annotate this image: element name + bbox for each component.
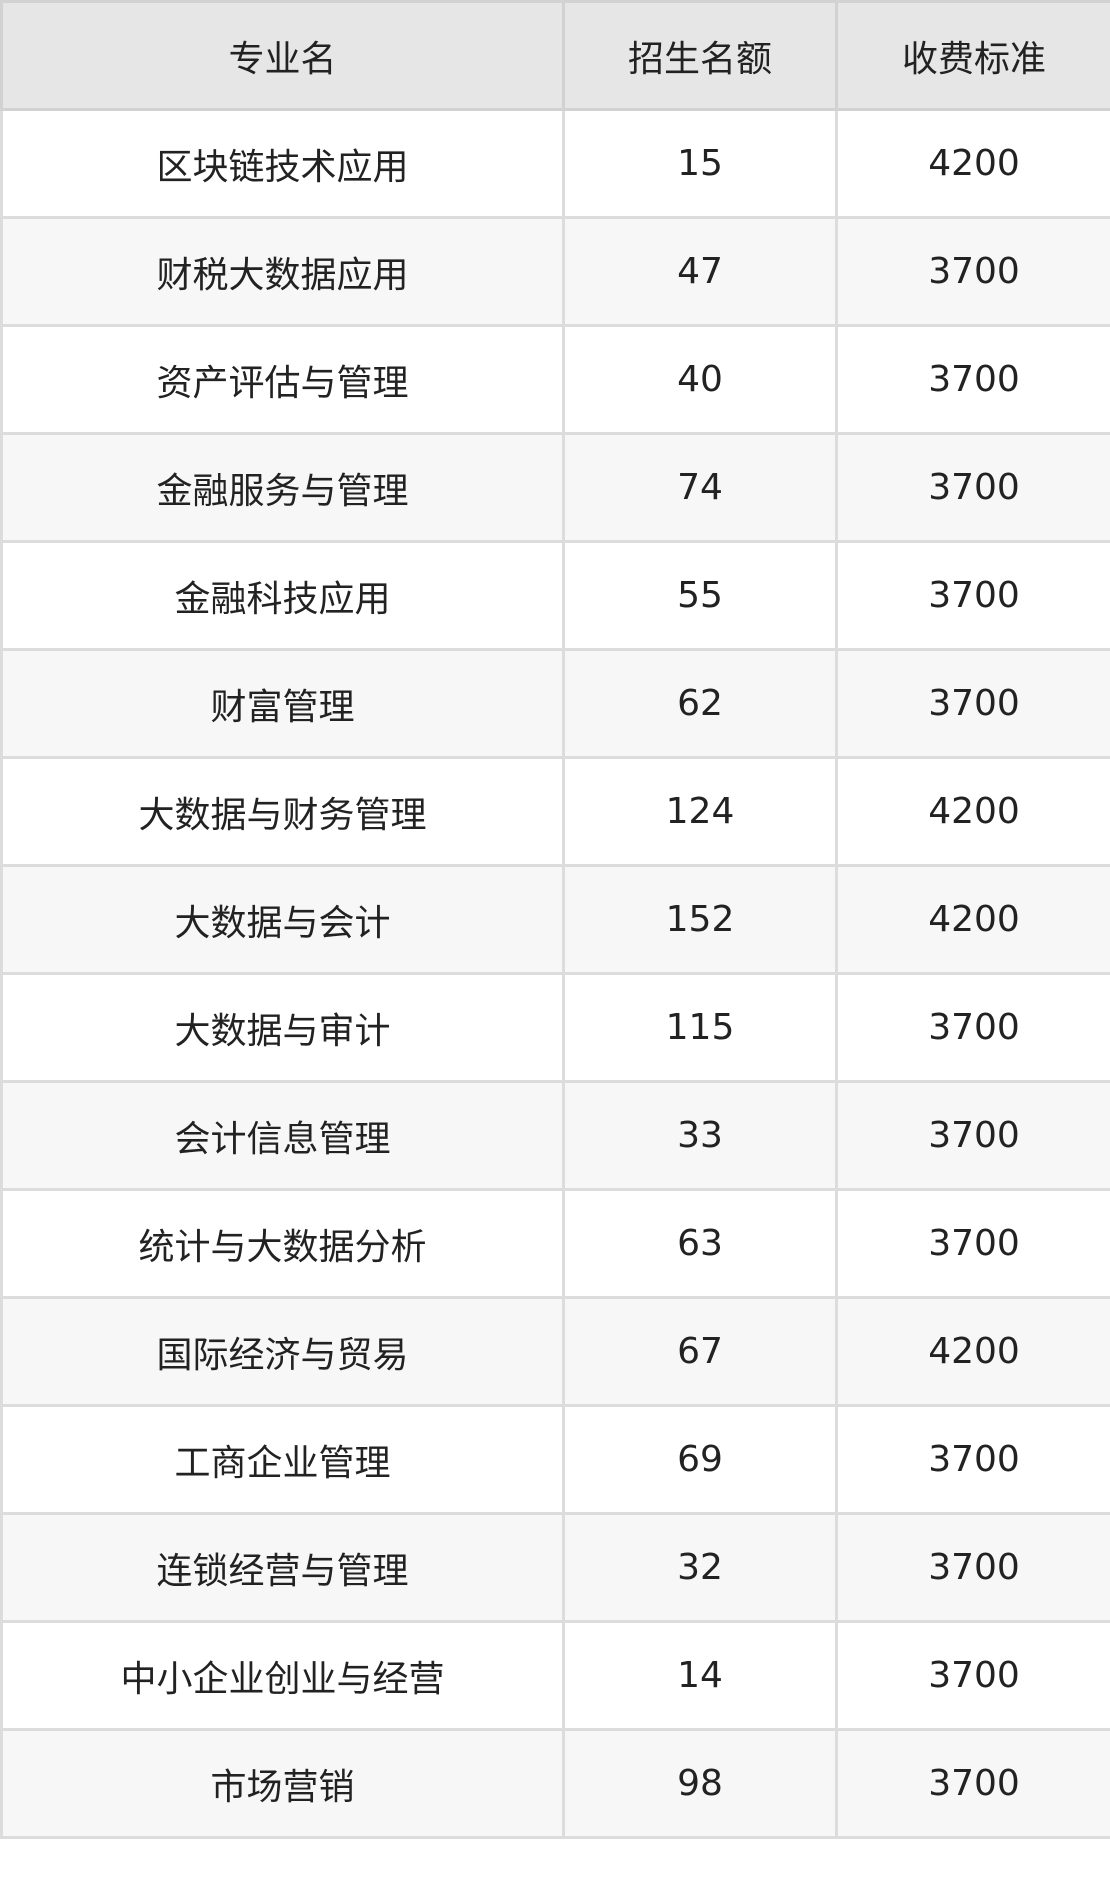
enrollment-quota-cell: 63 <box>562 1188 838 1299</box>
major-name-cell: 资产评估与管理 <box>0 324 565 435</box>
tuition-fee-cell: 3700 <box>835 540 1110 651</box>
major-name-cell: 财税大数据应用 <box>0 216 565 327</box>
table-row: 金融科技应用 55 3700 <box>0 540 1110 651</box>
tuition-fee-cell: 3700 <box>835 1080 1110 1191</box>
tuition-fee-cell: 3700 <box>835 972 1110 1083</box>
enrollment-quota-cell: 98 <box>562 1728 838 1839</box>
table-row: 统计与大数据分析 63 3700 <box>0 1188 1110 1299</box>
header-row: 专业名 招生名额 收费标准 <box>0 0 1110 111</box>
major-name-cell: 中小企业创业与经营 <box>0 1620 565 1731</box>
tuition-fee-cell: 3700 <box>835 1620 1110 1731</box>
table-row: 会计信息管理 33 3700 <box>0 1080 1110 1191</box>
majors-table: 专业名 招生名额 收费标准 区块链技术应用 15 4200 财税大数据应用 47 3700… <box>0 0 1110 1839</box>
tuition-fee-cell: 4200 <box>835 1296 1110 1407</box>
enrollment-quota-cell: 14 <box>562 1620 838 1731</box>
tuition-fee-cell: 3700 <box>835 1728 1110 1839</box>
major-name-cell: 区块链技术应用 <box>0 108 565 219</box>
major-name-cell: 金融科技应用 <box>0 540 565 651</box>
enrollment-quota-cell: 69 <box>562 1404 838 1515</box>
major-name-cell: 统计与大数据分析 <box>0 1188 565 1299</box>
major-name-cell: 市场营销 <box>0 1728 565 1839</box>
header-enrollment-quota: 招生名额 <box>562 0 838 111</box>
table-row: 大数据与财务管理 124 4200 <box>0 756 1110 867</box>
tuition-fee-cell: 3700 <box>835 648 1110 759</box>
major-name-cell: 大数据与会计 <box>0 864 565 975</box>
enrollment-quota-cell: 62 <box>562 648 838 759</box>
table-row: 工商企业管理 69 3700 <box>0 1404 1110 1515</box>
enrollment-quota-cell: 67 <box>562 1296 838 1407</box>
major-name-cell: 会计信息管理 <box>0 1080 565 1191</box>
major-name-cell: 连锁经营与管理 <box>0 1512 565 1623</box>
enrollment-quota-cell: 15 <box>562 108 838 219</box>
tuition-fee-cell: 3700 <box>835 1512 1110 1623</box>
major-name-cell: 国际经济与贸易 <box>0 1296 565 1407</box>
header-tuition-fee: 收费标准 <box>835 0 1110 111</box>
major-name-cell: 大数据与财务管理 <box>0 756 565 867</box>
table-row: 金融服务与管理 74 3700 <box>0 432 1110 543</box>
tuition-fee-cell: 4200 <box>835 864 1110 975</box>
table-row: 财富管理 62 3700 <box>0 648 1110 759</box>
enrollment-quota-cell: 74 <box>562 432 838 543</box>
tuition-fee-cell: 4200 <box>835 756 1110 867</box>
table-row: 市场营销 98 3700 <box>0 1728 1110 1839</box>
enrollment-quota-cell: 152 <box>562 864 838 975</box>
enrollment-quota-cell: 55 <box>562 540 838 651</box>
tuition-fee-cell: 3700 <box>835 432 1110 543</box>
table-row: 资产评估与管理 40 3700 <box>0 324 1110 435</box>
enrollment-quota-cell: 33 <box>562 1080 838 1191</box>
enrollment-quota-cell: 32 <box>562 1512 838 1623</box>
table-row: 大数据与会计 152 4200 <box>0 864 1110 975</box>
enrollment-quota-cell: 40 <box>562 324 838 435</box>
enrollment-quota-cell: 115 <box>562 972 838 1083</box>
enrollment-quota-cell: 47 <box>562 216 838 327</box>
major-name-cell: 财富管理 <box>0 648 565 759</box>
major-name-cell: 金融服务与管理 <box>0 432 565 543</box>
major-name-cell: 大数据与审计 <box>0 972 565 1083</box>
tuition-fee-cell: 3700 <box>835 1404 1110 1515</box>
table-row: 大数据与审计 115 3700 <box>0 972 1110 1083</box>
tuition-fee-cell: 4200 <box>835 108 1110 219</box>
table-row: 连锁经营与管理 32 3700 <box>0 1512 1110 1623</box>
table-row: 财税大数据应用 47 3700 <box>0 216 1110 327</box>
header-major-name: 专业名 <box>0 0 565 111</box>
tuition-fee-cell: 3700 <box>835 324 1110 435</box>
enrollment-quota-cell: 124 <box>562 756 838 867</box>
major-name-cell: 工商企业管理 <box>0 1404 565 1515</box>
table-row: 国际经济与贸易 67 4200 <box>0 1296 1110 1407</box>
table-row: 中小企业创业与经营 14 3700 <box>0 1620 1110 1731</box>
tuition-fee-cell: 3700 <box>835 216 1110 327</box>
tuition-fee-cell: 3700 <box>835 1188 1110 1299</box>
table-row: 区块链技术应用 15 4200 <box>0 108 1110 219</box>
